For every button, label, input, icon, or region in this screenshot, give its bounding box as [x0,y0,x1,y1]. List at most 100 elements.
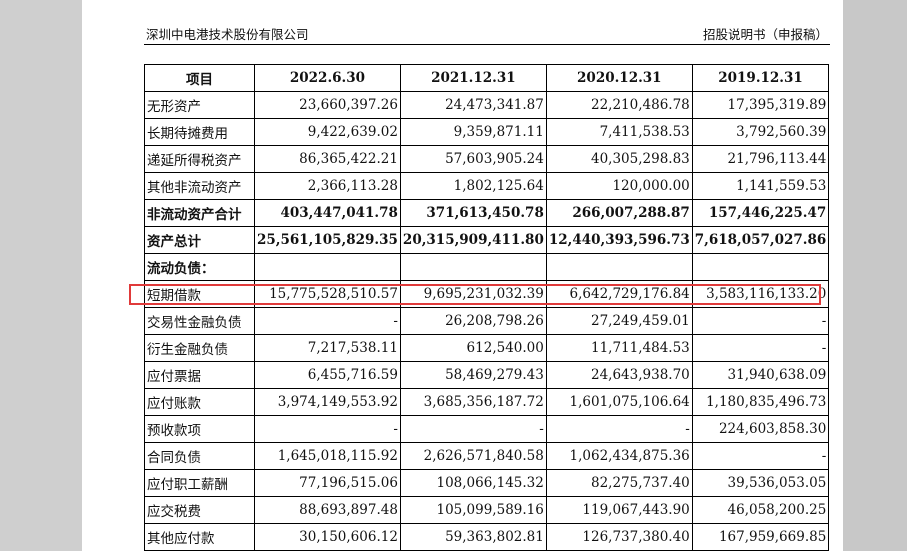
table-cell: 1,141,559.53 [691,172,830,200]
row-label: 资产总计 [144,226,255,254]
row-label: 合同负债 [144,442,255,470]
table-row: 流动负债： [144,253,830,281]
table-cell: 403,447,041.78 [254,199,401,227]
table-row: 预收款项 - - -224,603,858.30 [144,415,830,443]
table-row: 长期待摊费用 9,422,639.02 9,359,871.11 7,411,538.… [144,118,830,146]
row-label: 长期待摊费用 [144,118,255,146]
table-cell: 11,711,484.53 [545,334,693,362]
table-cell: 3,792,560.39 [691,118,830,146]
table-cell: 126,737,380.40 [545,523,693,551]
table-cell: 26,208,798.26 [399,307,547,335]
row-label: 应付职工薪酬 [144,469,255,497]
table-cell: 105,099,589.16 [399,496,547,524]
table-row: 应付职工薪酬 77,196,515.06 108,066,145.32 82,275,… [144,469,830,497]
table-cell: 3,685,356,187.72 [399,388,547,416]
table-cell [691,253,830,281]
table-row: 无形资产 23,660,397.26 24,473,341.87 22,210,486… [144,91,830,119]
row-label: 流动负债： [144,253,255,281]
table-cell: 77,196,515.06 [254,469,401,497]
table-cell: 371,613,450.78 [399,199,547,227]
balance-sheet-table: 项目 2022.6.30 2021.12.31 2020.12.31 2019.… [144,64,830,551]
viewer-right-margin [843,0,907,551]
row-label: 无形资产 [144,91,255,119]
table-cell: 7,411,538.53 [545,118,693,146]
table-row: 应付账款 3,974,149,553.92 3,685,356,187.72 1,60… [144,388,830,416]
table-cell: 57,603,905.24 [399,145,547,173]
document-title: 招股说明书（申报稿） [702,27,828,42]
row-label: 应付账款 [144,388,255,416]
table-cell: 612,540.00 [399,334,547,362]
table-cell: 46,058,200.25 [691,496,830,524]
table-cell: 58,469,279.43 [399,361,547,389]
row-label: 其他非流动资产 [144,172,255,200]
table-cell: 22,210,486.78 [545,91,693,119]
table-cell: 2,626,571,840.58 [399,442,547,470]
table-cell: 108,066,145.32 [399,469,547,497]
table-cell: 12,440,393,596.73 [545,226,693,254]
column-header-2021-12-31: 2021.12.31 [399,64,547,92]
table-cell: 24,473,341.87 [399,91,547,119]
table-cell: 21,796,113.44 [691,145,830,173]
table-cell: 24,643,938.70 [545,361,693,389]
table-cell: 7,618,057,027.86 [691,226,830,254]
table-row: 交易性金融负债 -26,208,798.26 27,249,459.01- [144,307,830,335]
table-cell: 224,603,858.30 [691,415,830,443]
table-row: 其他非流动资产 2,366,113.28 1,802,125.64 120,000.0… [144,172,830,200]
row-label: 衍生金融负债 [144,334,255,362]
table-cell: - [691,307,830,335]
company-name: 深圳中电港技术股份有限公司 [146,27,309,42]
table-cell: 167,959,669.85 [691,523,830,551]
table-cell: - [691,334,830,362]
row-label: 交易性金融负债 [144,307,255,335]
table-row: 合同负债 1,645,018,115.92 2,626,571,840.58 1,06… [144,442,830,470]
table-cell: 1,062,434,875.36 [545,442,693,470]
highlight-box-short-term-loans [129,284,821,305]
column-header-2019-12-31: 2019.12.31 [691,64,830,92]
row-label: 其他应付款 [144,523,255,551]
table-cell: 40,305,298.83 [545,145,693,173]
table-cell: 30,150,606.12 [254,523,401,551]
table-cell: 3,974,149,553.92 [254,388,401,416]
column-header-item: 项目 [144,64,255,92]
table-cell: 1,802,125.64 [399,172,547,200]
table-cell: 1,645,018,115.92 [254,442,401,470]
table-cell: 120,000.00 [545,172,693,200]
table-cell: 86,365,422.21 [254,145,401,173]
table-cell: 82,275,737.40 [545,469,693,497]
table-row: 递延所得税资产 86,365,422.21 57,603,905.24 40,305,… [144,145,830,173]
table-cell [254,253,401,281]
row-label: 非流动资产合计 [144,199,255,227]
table-cell: 2,366,113.28 [254,172,401,200]
table-cell: 266,007,288.87 [545,199,693,227]
table-cell: 39,536,053.05 [691,469,830,497]
page-header: 深圳中电港技术股份有限公司 招股说明书（申报稿） [144,22,830,45]
table-cell: 20,315,909,411.80 [399,226,547,254]
table-cell: 1,180,835,496.73 [691,388,830,416]
table-cell: 17,395,319.89 [691,91,830,119]
document-page: 深圳中电港技术股份有限公司 招股说明书（申报稿） 项目 2022.6.30 20… [82,0,843,551]
viewer-left-margin [0,0,82,551]
table-cell: 9,422,639.02 [254,118,401,146]
table-cell: 1,601,075,106.64 [545,388,693,416]
table-cell: 6,455,716.59 [254,361,401,389]
table-cell [399,253,547,281]
table-cell: 119,067,443.90 [545,496,693,524]
table-cell: 59,363,802.81 [399,523,547,551]
table-row: 资产总计 25,561,105,829.35 20,315,909,411.80 12… [144,226,830,254]
table-cell: - [545,415,693,443]
table-cell: 7,217,538.11 [254,334,401,362]
table-row: 其他应付款 30,150,606.12 59,363,802.81 126,737,3… [144,523,830,551]
table-row: 非流动资产合计 403,447,041.78 371,613,450.78 266,0… [144,199,830,227]
table-cell: 31,940,638.09 [691,361,830,389]
row-label: 应交税费 [144,496,255,524]
row-label: 递延所得税资产 [144,145,255,173]
column-header-2022-6-30: 2022.6.30 [254,64,401,92]
table-cell: 25,561,105,829.35 [254,226,401,254]
table-cell: 23,660,397.26 [254,91,401,119]
column-header-2020-12-31: 2020.12.31 [545,64,693,92]
table-cell: - [254,415,401,443]
table-cell: - [399,415,547,443]
table-cell: 27,249,459.01 [545,307,693,335]
table-cell [545,253,693,281]
table-row: 应交税费 88,693,897.48 105,099,589.16 119,067,4… [144,496,830,524]
